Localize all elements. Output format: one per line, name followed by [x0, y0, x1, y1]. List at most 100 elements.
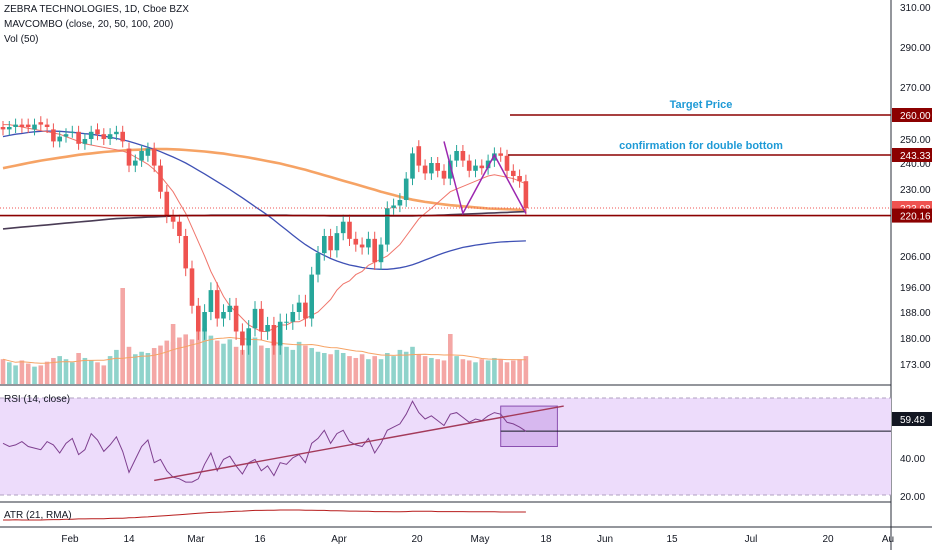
- price-tick-label: 180.00: [900, 334, 931, 345]
- time-tick-label: Jul: [745, 534, 758, 545]
- price-label-text: 243.33: [900, 151, 931, 162]
- volume-bar: [70, 362, 75, 384]
- candle-body: [284, 321, 289, 323]
- candle-body: [145, 148, 151, 156]
- candle-body: [353, 238, 359, 245]
- candle-body: [133, 160, 138, 166]
- candle-body: [277, 321, 283, 346]
- candle-body: [322, 236, 327, 254]
- candle-body: [51, 129, 56, 142]
- price-tick-label: 270.00: [900, 83, 931, 94]
- candle-body: [504, 155, 510, 171]
- volume-bar: [340, 353, 346, 384]
- candle-body: [303, 302, 308, 319]
- volume-bar: [233, 346, 239, 384]
- candle-body: [366, 238, 371, 248]
- volume-bar: [0, 359, 6, 384]
- candle-body: [25, 124, 31, 127]
- double-bottom-pattern: [443, 141, 527, 216]
- candle-body: [32, 124, 37, 130]
- time-tick-label: 16: [254, 534, 266, 545]
- volume-bar: [334, 349, 340, 384]
- time-tick-label: 18: [540, 534, 552, 545]
- rsi-pane: 59.48 40.00 20.00: [0, 397, 932, 503]
- volume-bar: [391, 356, 396, 384]
- candlesticks: [0, 116, 529, 355]
- candle-body: [151, 148, 157, 166]
- volume-bar: [145, 353, 151, 384]
- rsi-band: [0, 398, 891, 495]
- rsi-value-badge: [892, 412, 932, 426]
- volume-bar: [492, 357, 497, 384]
- volume-bar: [504, 362, 510, 384]
- candle-body: [391, 205, 396, 209]
- candle-body: [359, 244, 365, 248]
- candle-body: [240, 331, 245, 346]
- rsi-value-label: 59.48: [900, 415, 925, 426]
- volume-bar: [139, 351, 144, 384]
- volume-bar: [126, 346, 132, 384]
- volume-bar: [485, 360, 491, 384]
- volume-bar: [164, 340, 170, 384]
- candle-body: [492, 153, 497, 161]
- candle-body: [202, 312, 207, 332]
- price-label-badge: [892, 108, 932, 122]
- volume-bar: [322, 353, 327, 384]
- candle-body: [88, 131, 94, 139]
- volume-bar: [19, 360, 25, 384]
- candle-body: [38, 122, 44, 125]
- candle-body: [378, 244, 384, 263]
- volume-bar: [410, 346, 415, 384]
- price-tick-label: 240.00: [900, 159, 931, 170]
- candle-body: [448, 160, 453, 179]
- volume-bar: [189, 339, 195, 384]
- volume-bar: [240, 349, 245, 384]
- candle-body: [196, 305, 201, 332]
- candle-body: [183, 236, 188, 269]
- candle-body: [498, 153, 503, 156]
- volume-bar: [101, 365, 107, 384]
- volume-bar: [435, 359, 440, 384]
- volume-bar: [460, 359, 466, 384]
- candle-body: [95, 129, 100, 135]
- volume-bar: [403, 351, 409, 384]
- candle-body: [517, 176, 522, 182]
- time-tick-label: 14: [123, 534, 135, 545]
- price-tick-label: 196.00: [900, 283, 931, 294]
- candle-body: [385, 208, 390, 245]
- rsi-tick-label: 40.00: [900, 454, 925, 465]
- price-tick-label: 310.00: [900, 3, 931, 14]
- candle-body: [158, 165, 163, 192]
- volume-bar: [296, 341, 302, 384]
- volume-bar: [107, 356, 113, 384]
- volume-bar: [7, 362, 12, 384]
- atr-pane: [3, 509, 526, 521]
- candle-body: [259, 308, 264, 332]
- volume-bar: [88, 360, 94, 384]
- candle-body: [101, 134, 107, 139]
- volume-bar: [315, 351, 321, 384]
- candle-body: [454, 150, 459, 161]
- candle-body: [410, 153, 415, 179]
- volume-bar: [303, 345, 308, 384]
- volume-bar: [441, 360, 447, 384]
- price-axis: 310.00 290.00 270.00 250.00 240.00 230.00 220.…: [892, 3, 932, 371]
- time-tick-label: Feb: [61, 534, 79, 545]
- candle-body: [485, 160, 491, 169]
- price-tick-label: 173.00: [900, 360, 931, 371]
- time-tick-label: Apr: [331, 534, 347, 545]
- ma-100-line: [2, 147, 526, 212]
- volume-bar: [397, 349, 403, 384]
- volume-bar: [353, 357, 359, 384]
- volume-bar: [378, 359, 384, 384]
- volume-bar: [63, 359, 69, 384]
- volume-bar: [366, 359, 371, 384]
- candle-body: [511, 170, 516, 176]
- volume-bar: [25, 363, 31, 384]
- candle-body: [309, 274, 314, 319]
- time-tick-label: 20: [411, 534, 423, 545]
- candle-body: [246, 328, 251, 346]
- candle-body: [63, 134, 69, 137]
